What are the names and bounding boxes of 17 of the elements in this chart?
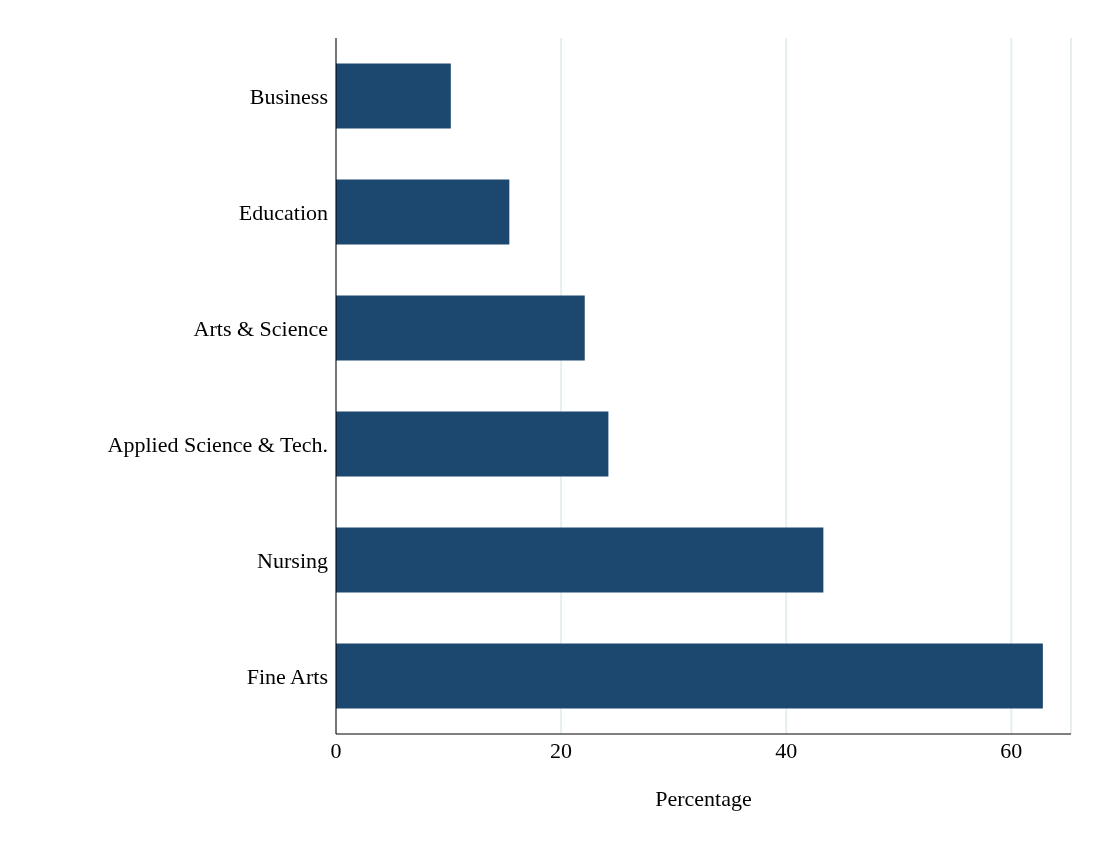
y-tick-label: Fine Arts xyxy=(246,663,328,689)
x-tick-label: 60 xyxy=(1000,737,1023,763)
bar xyxy=(336,295,585,361)
y-tick-label: Applied Science & Tech. xyxy=(107,431,328,457)
bar xyxy=(336,527,824,593)
bar xyxy=(336,63,451,129)
y-tick-label: Arts & Science xyxy=(193,315,328,341)
y-tick-label: Education xyxy=(238,199,328,225)
bar xyxy=(336,643,1043,709)
bar xyxy=(336,411,609,477)
y-tick-label: Business xyxy=(249,83,328,109)
x-tick-label: 0 xyxy=(330,737,342,763)
y-tick-label: Nursing xyxy=(257,547,328,573)
x-axis-title: Percentage xyxy=(655,786,752,811)
bar xyxy=(336,179,510,245)
x-tick-label: 20 xyxy=(550,737,573,763)
x-tick-label: 40 xyxy=(775,737,798,763)
